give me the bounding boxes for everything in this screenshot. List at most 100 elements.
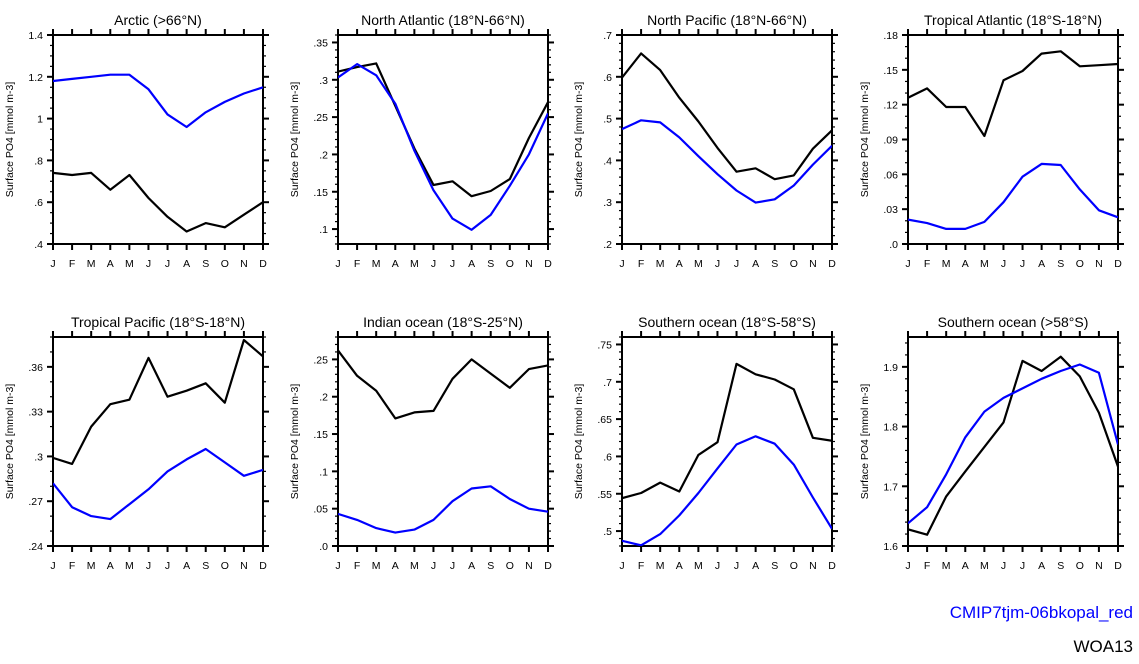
x-tick-label: J (734, 258, 739, 270)
y-tick-label: .6 (34, 197, 43, 209)
plot-frame (337, 336, 549, 547)
x-tick-label: N (525, 258, 533, 270)
y-tick-label: .25 (313, 112, 328, 124)
x-tick-label: D (828, 560, 836, 572)
x-tick-label: M (980, 258, 989, 270)
x-tick-label: N (1095, 258, 1103, 270)
x-tick-label: M (87, 258, 96, 270)
x-tick-label: J (431, 258, 436, 270)
y-tick-label: .5 (603, 526, 612, 538)
x-tick-label: J (450, 560, 455, 572)
panel-title: Arctic (>66°N) (114, 12, 202, 28)
x-tick-label: F (924, 258, 930, 270)
x-tick-label: S (202, 258, 209, 270)
x-tick-label: A (107, 560, 114, 572)
y-tick-label: .35 (313, 37, 328, 49)
x-tick-label: F (354, 258, 360, 270)
panel-title: Southern ocean (>58°S) (938, 314, 1089, 330)
x-tick-label: J (146, 258, 151, 270)
x-tick-label: O (790, 258, 798, 270)
series-line-woa13 (338, 349, 548, 420)
y-tick-label: .2 (319, 392, 328, 404)
y-tick-label: .3 (319, 75, 328, 87)
y-tick-label: .09 (883, 135, 898, 147)
panel-0: Arctic (>66°N)Surface PO4 [mmol m-3]J F M A… (4, 12, 269, 270)
y-tick-label: 1.7 (883, 481, 898, 493)
legend-obs-label: WOA13 (1073, 637, 1133, 656)
y-tick-label: .15 (883, 65, 898, 77)
x-tick-label: A (392, 258, 399, 270)
x-tick-label: J (1001, 560, 1006, 572)
x-tick-label: J (431, 560, 436, 572)
x-tick-label: M (942, 258, 951, 270)
y-tick-label: .1 (319, 466, 328, 478)
x-tick-label: A (962, 258, 969, 270)
x-tick-label: M (656, 258, 665, 270)
y-tick-label: .03 (883, 204, 898, 216)
x-tick-label: N (240, 560, 248, 572)
y-tick-label: .18 (883, 30, 898, 42)
plot-frame (621, 336, 833, 547)
x-tick-label: F (638, 258, 644, 270)
y-axis-label: Surface PO4 [mmol m-3] (859, 384, 871, 500)
series-line-woa13 (622, 52, 832, 181)
y-tick-label: .6 (603, 72, 612, 84)
x-tick-label: A (468, 560, 475, 572)
x-tick-label: D (544, 258, 552, 270)
x-tick-label: J (715, 258, 720, 270)
y-axis-label: Surface PO4 [mmol m-3] (4, 82, 16, 198)
y-tick-label: .3 (34, 451, 43, 463)
y-tick-label: .7 (603, 377, 612, 389)
y-tick-label: .15 (313, 429, 328, 441)
panel-title: North Atlantic (18°N-66°N) (361, 12, 525, 28)
x-tick-label: N (525, 560, 533, 572)
x-tick-label: N (809, 560, 817, 572)
y-tick-label: .75 (597, 339, 612, 351)
x-tick-label: O (1076, 560, 1084, 572)
y-tick-label: .15 (313, 187, 328, 199)
x-tick-label: J (450, 258, 455, 270)
y-tick-label: .0 (889, 239, 898, 251)
x-tick-label: O (506, 560, 514, 572)
y-tick-label: .3 (603, 197, 612, 209)
x-tick-label: J (165, 560, 170, 572)
series-line-woa13 (622, 362, 832, 500)
x-tick-label: F (924, 560, 930, 572)
y-axis-label: Surface PO4 [mmol m-3] (573, 82, 585, 198)
plot-frame (337, 34, 549, 245)
x-tick-label: M (125, 560, 134, 572)
x-tick-label: M (410, 560, 419, 572)
x-tick-label: J (50, 560, 55, 572)
panel-6: Southern ocean (18°S-58°S) Surface PO4 [m… (573, 314, 838, 572)
x-tick-label: M (942, 560, 951, 572)
panel-4: Tropical Pacific (18°S-18°N) Surface PO4 … (4, 314, 269, 572)
plot-frame (52, 34, 264, 245)
y-tick-label: .12 (883, 100, 898, 112)
y-tick-label: .24 (28, 541, 43, 553)
y-tick-label: .55 (597, 489, 612, 501)
x-tick-label: S (202, 560, 209, 572)
y-tick-label: .6 (603, 451, 612, 463)
x-tick-label: O (506, 258, 514, 270)
y-tick-label: .1 (319, 224, 328, 236)
x-tick-label: J (50, 258, 55, 270)
x-tick-label: J (335, 560, 340, 572)
y-tick-label: 1.4 (28, 30, 43, 42)
y-tick-label: 1 (37, 114, 43, 126)
x-tick-label: J (146, 560, 151, 572)
x-tick-label: S (771, 258, 778, 270)
x-tick-label: D (544, 560, 552, 572)
x-tick-label: J (905, 560, 910, 572)
x-tick-label: S (1057, 258, 1064, 270)
x-tick-label: J (619, 560, 624, 572)
x-tick-label: M (372, 258, 381, 270)
x-tick-label: N (240, 258, 248, 270)
x-tick-label: J (734, 560, 739, 572)
panel-3: Tropical Atlantic (18°S-18°N) Surface PO4… (859, 12, 1124, 270)
x-tick-label: A (752, 258, 759, 270)
plot-frame (621, 34, 833, 245)
y-tick-label: .4 (603, 155, 612, 167)
x-tick-label: J (715, 560, 720, 572)
panel-title: Indian ocean (18°S-25°N) (363, 314, 523, 330)
